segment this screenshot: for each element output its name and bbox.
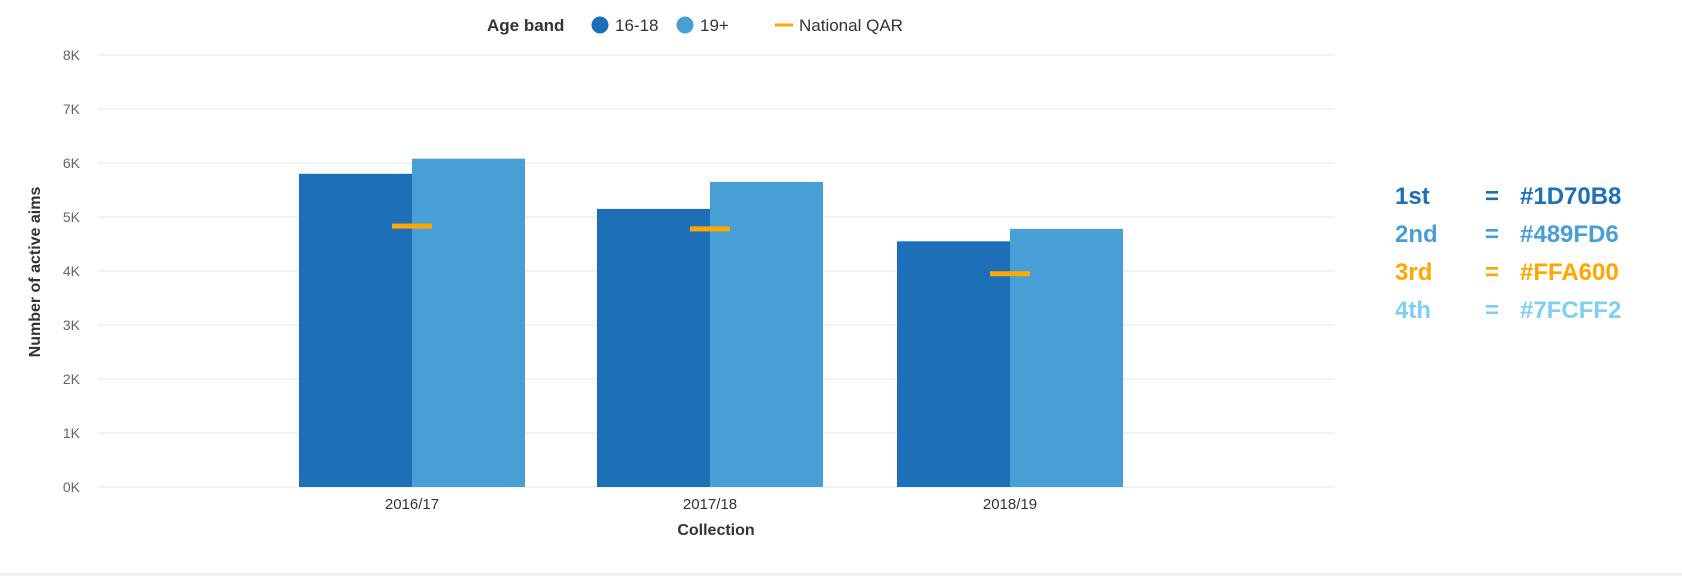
x-tick-label: 2016/17 <box>385 496 439 513</box>
palette-row: 3rd = #FFA600 <box>1395 254 1665 292</box>
footer-divider <box>0 573 1682 576</box>
x-tick-label: 2017/18 <box>683 496 737 513</box>
legend-label: 16-18 <box>615 16 658 35</box>
legend-label: 19+ <box>700 16 729 35</box>
legend-title: Age band <box>487 16 564 35</box>
palette-equals: = <box>1485 221 1500 248</box>
palette-row: 2nd = #489FD6 <box>1395 216 1665 254</box>
bars <box>299 158 1123 488</box>
palette-rank: 3rd <box>1395 259 1433 286</box>
qar-markers <box>392 223 1030 277</box>
palette-equals: = <box>1485 183 1500 210</box>
x-tick-label: 2018/19 <box>983 496 1037 513</box>
bar-16-18-2018/19 <box>897 241 1010 487</box>
palette-rank: 4th <box>1395 297 1431 324</box>
palette-hex: #1D70B8 <box>1520 183 1622 210</box>
palette-equals: = <box>1485 297 1500 324</box>
palette-hex: #FFA600 <box>1520 259 1619 286</box>
y-tick-label: 3K <box>63 317 81 333</box>
chart-legend: Age band 16-18 19+ National QAR <box>487 16 903 35</box>
bar-16-18-2017/18 <box>597 208 710 487</box>
bar-16-18-2016/17 <box>299 173 412 488</box>
palette-row: 4th = #7FCFF2 <box>1395 292 1665 330</box>
y-tick-label: 2K <box>63 371 81 387</box>
y-tick-label: 5K <box>63 209 81 225</box>
color-palette-key: 1st = #1D70B8 2nd = #489FD6 3rd = #FFA600 4th = #7F… <box>1395 178 1665 330</box>
legend-swatch <box>676 16 694 34</box>
y-tick-label: 4K <box>63 263 81 279</box>
y-tick-label: 7K <box>63 101 81 117</box>
y-tick-label: 1K <box>63 425 81 441</box>
x-axis-ticks: 2016/17 2017/18 2018/19 <box>385 496 1037 513</box>
y-axis-ticks: 0K 1K 2K 3K 4K 5K 6K 7K 8K <box>63 47 81 495</box>
legend-swatch <box>591 16 609 34</box>
bar-chart: Age band 16-18 19+ National QAR 0K 1K 2K 3K 4K 5… <box>27 16 1335 539</box>
palette-hex: #489FD6 <box>1520 221 1619 248</box>
legend-label: National QAR <box>799 16 903 35</box>
bar-19+-2017/18 <box>710 181 823 487</box>
bar-19+-2016/17 <box>412 158 525 487</box>
y-tick-label: 6K <box>63 155 81 171</box>
x-axis-title: Collection <box>677 522 754 539</box>
palette-hex: #7FCFF2 <box>1520 297 1622 324</box>
palette-rank: 2nd <box>1395 221 1438 248</box>
palette-rank: 1st <box>1395 183 1430 210</box>
palette-equals: = <box>1485 259 1500 286</box>
y-tick-label: 8K <box>63 47 81 63</box>
y-axis-title: Number of active aims <box>27 187 44 358</box>
y-tick-label: 0K <box>63 479 81 495</box>
palette-row: 1st = #1D70B8 <box>1395 178 1665 216</box>
bar-19+-2018/19 <box>1010 228 1123 487</box>
